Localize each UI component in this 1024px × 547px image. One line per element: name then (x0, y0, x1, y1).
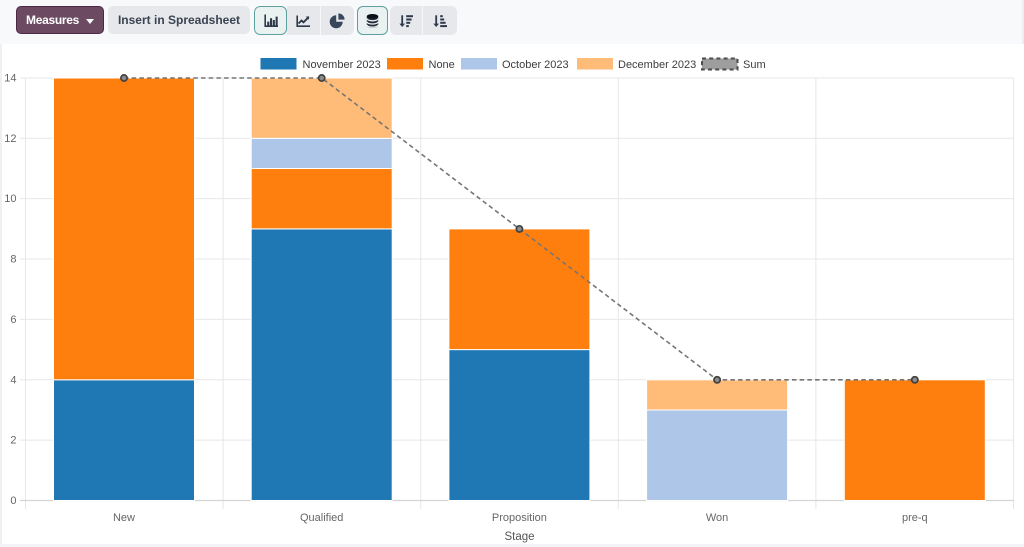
svg-text:December 2023: December 2023 (618, 59, 696, 71)
svg-text:10: 10 (4, 193, 16, 205)
svg-text:None: None (429, 59, 455, 71)
svg-text:2: 2 (10, 435, 16, 447)
svg-text:8: 8 (10, 254, 16, 266)
svg-text:4: 4 (10, 374, 16, 386)
svg-text:Stage: Stage (504, 531, 534, 543)
svg-text:0: 0 (10, 495, 16, 507)
svg-text:6: 6 (10, 314, 16, 326)
svg-text:pre-q: pre-q (902, 512, 928, 524)
svg-text:Qualified: Qualified (300, 512, 343, 524)
svg-text:14: 14 (4, 73, 16, 85)
svg-text:Won: Won (706, 512, 728, 524)
svg-text:November 2023: November 2023 (303, 59, 381, 71)
svg-text:Proposition: Proposition (492, 512, 547, 524)
svg-text:New: New (113, 512, 135, 524)
svg-text:October 2023: October 2023 (502, 59, 569, 71)
svg-text:Sum: Sum (743, 59, 766, 71)
svg-text:12: 12 (4, 133, 16, 145)
